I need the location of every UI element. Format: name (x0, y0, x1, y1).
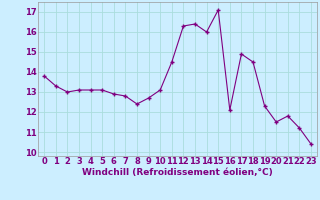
X-axis label: Windchill (Refroidissement éolien,°C): Windchill (Refroidissement éolien,°C) (82, 168, 273, 177)
